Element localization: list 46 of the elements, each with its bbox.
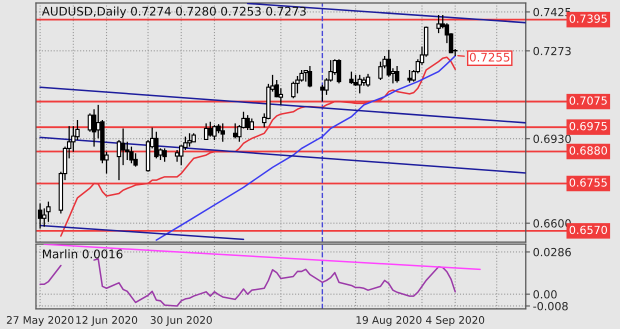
candlestick bbox=[394, 65, 400, 84]
ref-line-label: 0.6880 bbox=[570, 146, 608, 155]
candlestick bbox=[336, 58, 342, 84]
candlestick bbox=[46, 201, 51, 223]
candlestick bbox=[366, 73, 370, 88]
candlestick bbox=[154, 131, 159, 160]
ref-line-label: 0.6570 bbox=[570, 226, 608, 234]
annotation: 0.7255 bbox=[470, 52, 510, 62]
candlestick bbox=[220, 122, 225, 142]
chart-title: AUDUSD,Daily 0.7274 0.7280 0.7253 0.7273 bbox=[42, 6, 306, 18]
line-series bbox=[156, 55, 456, 241]
candlestick bbox=[187, 132, 192, 148]
candlestick bbox=[38, 202, 42, 230]
candlestick bbox=[208, 121, 213, 138]
candlestick bbox=[212, 124, 217, 141]
candlestick bbox=[174, 149, 180, 162]
candlestick bbox=[278, 88, 284, 106]
y-tick-label: 0.0286 bbox=[533, 248, 571, 256]
ref-line-label: 0.7075 bbox=[570, 96, 607, 105]
x-tick-label: 12 Jun 2020 bbox=[76, 316, 138, 326]
x-tick-label: 30 Jun 2020 bbox=[150, 316, 212, 326]
candlestick bbox=[204, 122, 208, 141]
y-tick-label: 0.7273 bbox=[533, 46, 571, 56]
ref-line-label: 0.6755 bbox=[570, 178, 607, 187]
candlestick bbox=[250, 118, 254, 131]
candlestick bbox=[120, 128, 126, 166]
x-tick-label: 27 May 2020 bbox=[6, 316, 74, 326]
candlestick bbox=[407, 69, 412, 84]
candlestick bbox=[88, 112, 92, 132]
candlestick bbox=[308, 65, 312, 88]
candlestick bbox=[129, 146, 134, 164]
y-tick-label: 0.00 bbox=[533, 290, 557, 299]
candlestick bbox=[245, 114, 250, 131]
candlestick bbox=[349, 70, 354, 85]
x-tick-label: 4 Sep 2020 bbox=[426, 316, 484, 326]
ref-line-label: 0.6975 bbox=[570, 122, 607, 130]
candlestick bbox=[436, 14, 441, 34]
y-tick-label: -0.008 bbox=[533, 302, 568, 310]
candlestick bbox=[358, 74, 362, 94]
candlestick bbox=[92, 108, 96, 148]
ref-line-label: 0.7395 bbox=[570, 14, 607, 23]
candlestick bbox=[162, 148, 167, 162]
candlestick bbox=[353, 74, 358, 87]
chart-title: Marlin 0.0016 bbox=[42, 249, 122, 258]
x-tick-label: 19 Aug 2020 bbox=[356, 316, 422, 326]
y-tick-label: 0.6930 bbox=[533, 134, 571, 144]
